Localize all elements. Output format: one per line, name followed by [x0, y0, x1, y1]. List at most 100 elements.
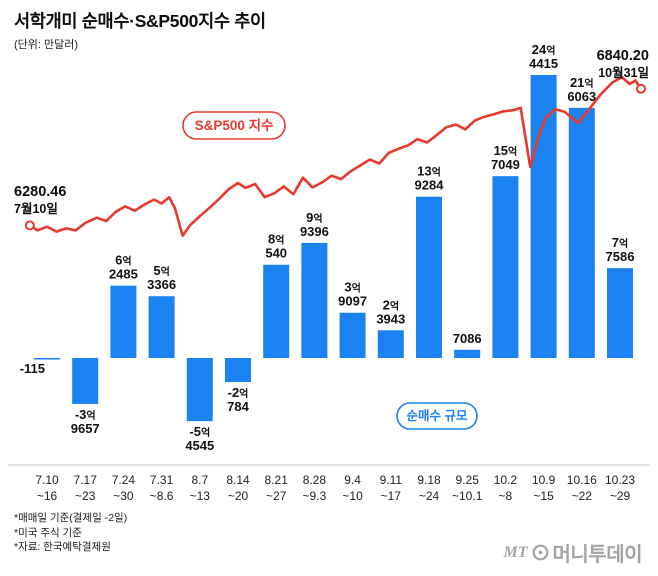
- footnote-trade-basis: *매매일 기준(결제일 -2일): [14, 512, 128, 524]
- x-tick-label: ~17: [381, 489, 402, 503]
- x-tick-label: ~29: [610, 489, 631, 503]
- x-tick-label: 8.21: [265, 473, 289, 487]
- bar-value-label: 4545: [185, 438, 214, 453]
- x-tick-label: ~16: [37, 489, 58, 503]
- x-tick-label: 8.28: [303, 473, 327, 487]
- bar-value-label: -3억: [75, 407, 96, 422]
- net-buy-bar: [186, 358, 213, 422]
- bar-value-label: 540: [265, 246, 287, 261]
- line-start-value: 6280.46: [14, 184, 66, 200]
- bar-value-label: 5억: [153, 263, 169, 278]
- bar-value-label: 9284: [415, 178, 445, 193]
- x-tick-label: ~8.6: [150, 489, 174, 503]
- bar-value-label: 7억: [612, 235, 628, 250]
- sp500-index-line: [28, 75, 643, 237]
- bar-value-label: -2억: [228, 385, 249, 400]
- footnote-us-stocks: *미국 주식 기준: [14, 526, 82, 539]
- x-tick-label: 9.25: [456, 473, 480, 487]
- net-buy-bar: [492, 176, 519, 358]
- x-tick-label: ~24: [419, 489, 440, 503]
- x-tick-label: 10.23: [605, 473, 635, 487]
- logo-mt-text: MT: [503, 543, 528, 561]
- bar-value-label: 7086: [453, 331, 482, 346]
- x-tick-label: ~27: [266, 489, 287, 503]
- x-tick-label: ~10: [342, 489, 363, 503]
- line-start-marker: [24, 220, 35, 231]
- bar-value-label: 4415: [529, 56, 558, 71]
- bar-value-label: 9396: [300, 224, 329, 239]
- x-tick-label: ~22: [572, 489, 593, 503]
- bar-value-label: 21억: [570, 75, 594, 90]
- net-buy-bar: [568, 107, 595, 358]
- x-tick-label: ~9.3: [303, 489, 327, 503]
- net-buy-bar: [34, 358, 60, 360]
- net-buy-bar: [339, 312, 366, 358]
- bar-value-label: 24억: [532, 42, 556, 57]
- unit-note: (단위: 만달러): [14, 39, 79, 51]
- x-tick-label: 9.11: [380, 473, 403, 487]
- moneytoday-logo-icon: [532, 544, 548, 561]
- net-buy-bar: [301, 242, 328, 358]
- page-title: 서학개미 순매수·S&P500지수 추이: [14, 11, 266, 31]
- net-buy-bar: [454, 349, 481, 358]
- footnotes: *매매일 기준(결제일 -2일) *미국 주식 기준 *자료: 한국예탁결제원: [14, 511, 127, 555]
- bar-value-label: 6억: [115, 253, 131, 268]
- bar-value-label: 9억: [306, 210, 322, 225]
- net-buy-bar: [110, 285, 137, 358]
- bar-value-label: 15억: [494, 143, 518, 158]
- netbuy-legend-label: 순매수 규모: [407, 408, 468, 423]
- bar-value-label: 2억: [383, 297, 399, 312]
- x-tick-label: 8.7: [191, 473, 208, 487]
- x-tick-label: 10.9: [532, 473, 556, 487]
- moneytoday-logo: MT 머니투데이: [504, 538, 643, 567]
- netbuy-legend-box: [396, 402, 478, 430]
- x-tick-label: ~15: [533, 489, 554, 503]
- sp500-legend-box: [182, 111, 286, 140]
- net-buy-bar: [377, 330, 404, 358]
- sp500-legend-label: S&P500 지수: [195, 118, 274, 133]
- bar-value-label: 3억: [344, 280, 360, 295]
- x-tick-label: 7.24: [112, 473, 136, 487]
- bar-value-label: 3943: [376, 311, 405, 326]
- x-tick-label: 9.4: [344, 473, 361, 487]
- bar-value-label: 7586: [606, 249, 635, 264]
- line-end-date: 10월31일: [598, 65, 649, 80]
- bar-value-label: 13억: [417, 164, 441, 179]
- net-buy-bar: [607, 268, 633, 358]
- bar-value-label: 3366: [147, 277, 176, 292]
- x-tick-label: ~13: [190, 489, 211, 503]
- x-tick-label: ~23: [75, 489, 96, 503]
- bar-value-label: 784: [227, 399, 249, 414]
- bar-value-label: -115: [20, 361, 45, 376]
- x-tick-label: 8.14: [226, 473, 250, 487]
- bar-value-label: 6063: [567, 89, 596, 104]
- net-buy-bar: [225, 358, 251, 383]
- net-buy-bar: [263, 264, 290, 358]
- bar-value-label: 2485: [109, 267, 138, 282]
- x-tick-label: ~30: [113, 489, 134, 503]
- net-buy-bar: [72, 358, 99, 404]
- x-tick-label: 10.2: [494, 473, 518, 487]
- x-tick-label: ~20: [228, 489, 249, 503]
- bar-value-label: -5억: [189, 424, 210, 439]
- x-tick-label: 7.10: [35, 473, 59, 487]
- bar-value-label: 7049: [491, 157, 520, 172]
- net-buy-bar: [416, 196, 442, 358]
- x-tick-label: 7.17: [74, 473, 98, 487]
- x-tick-label: 10.16: [567, 473, 597, 487]
- net-buy-bar: [530, 75, 557, 358]
- line-end-value: 6840.20: [597, 48, 649, 64]
- x-tick-label: ~10.1: [452, 489, 483, 503]
- x-tick-label: ~8: [499, 489, 513, 503]
- x-tick-label: 9.18: [417, 473, 441, 487]
- logo-name-text: 머니투데이: [552, 544, 643, 566]
- bar-value-label: 9097: [338, 294, 367, 309]
- footnote-source: *자료: 한국예탁결제원: [14, 541, 111, 553]
- bar-value-label: 9657: [71, 421, 100, 436]
- x-tick-label: 7.31: [150, 473, 174, 487]
- line-end-marker: [636, 83, 647, 94]
- bar-value-label: 8억: [268, 232, 284, 247]
- net-buy-bar: [148, 296, 175, 358]
